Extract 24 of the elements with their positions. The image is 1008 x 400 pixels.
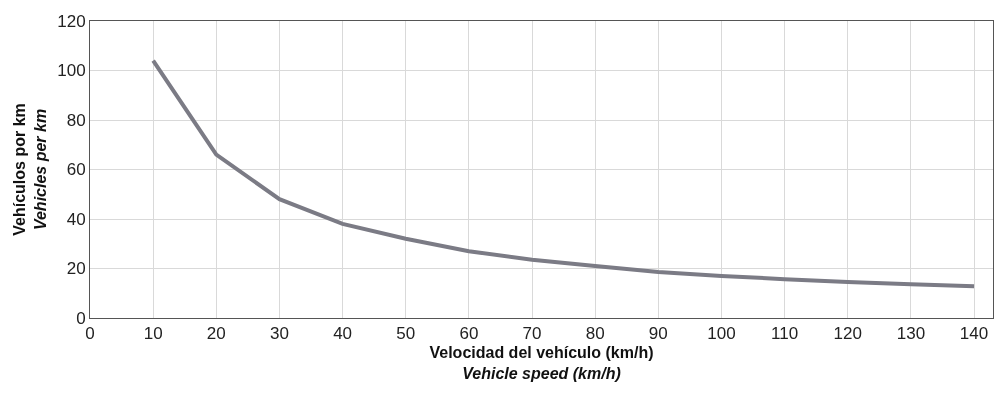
- y-tick-label: 120: [57, 11, 86, 31]
- x-tick-label: 40: [333, 324, 353, 344]
- x-tick-label: 90: [648, 324, 668, 344]
- y-tick-label: 20: [66, 259, 86, 279]
- y-tick-label: 0: [76, 308, 86, 328]
- x-tick-label: 80: [585, 324, 605, 344]
- y-tick-label: 100: [57, 61, 86, 81]
- x-tick-label: 110: [771, 324, 799, 344]
- line-series: [151, 58, 977, 289]
- x-tick-label: 50: [396, 324, 416, 344]
- x-tick-label: 100: [707, 324, 736, 344]
- x-axis-title: Velocidad del vehículo (km/h) Vehicle speed (km/h): [429, 344, 654, 382]
- x-tick-label: 120: [833, 324, 862, 344]
- x-tick-label: 10: [143, 324, 163, 344]
- x-tick-label: 70: [522, 324, 542, 344]
- x-tick-label: 140: [959, 324, 989, 344]
- y-tick-label: 40: [66, 209, 86, 229]
- x-tick-label: 130: [896, 324, 926, 344]
- y-tick-label: 80: [66, 110, 86, 130]
- y-axis-title: Vehículos por km Vehicles per km: [11, 103, 50, 236]
- x-tick-label: 30: [269, 324, 289, 344]
- x-tick-label: 60: [459, 324, 479, 344]
- x-tick-label: 20: [206, 324, 226, 344]
- y-tick-label: 60: [66, 160, 86, 180]
